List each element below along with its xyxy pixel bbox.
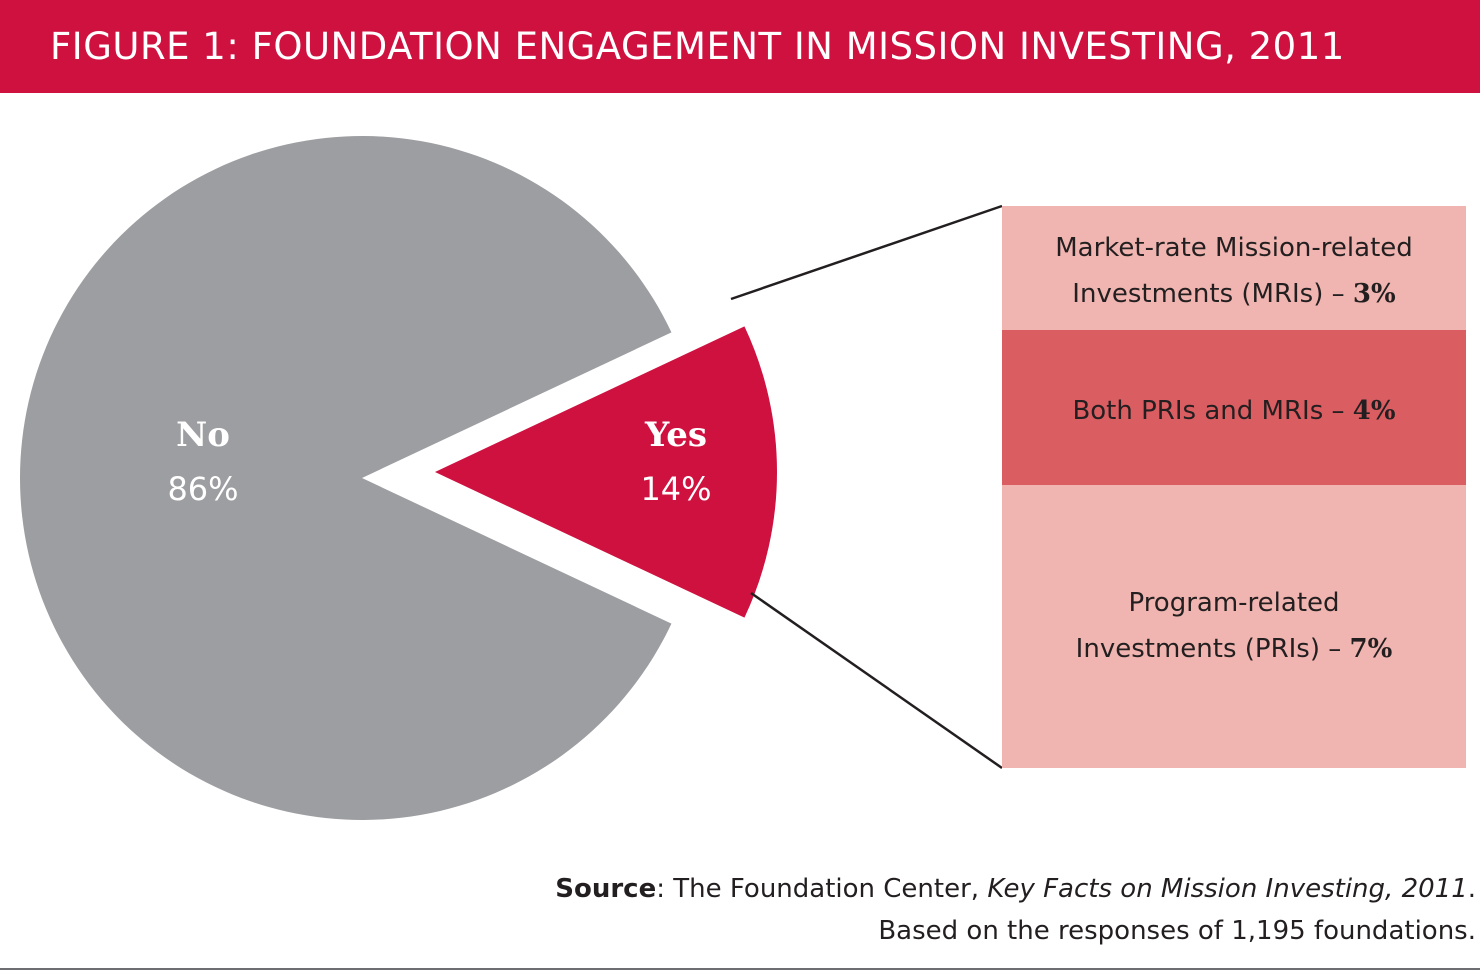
connector-lines — [730, 204, 1003, 770]
breakdown-label-pri-line1: Program-related — [1128, 588, 1339, 618]
source-key: Source — [555, 874, 657, 904]
figure-title: FIGURE 1: FOUNDATION ENGAGEMENT IN MISSI… — [0, 0, 1480, 93]
connector-line-bottom — [750, 591, 1003, 770]
breakdown-text-mri: Investments (MRIs) – — [1072, 279, 1344, 309]
breakdown-label-mri-line1: Market-rate Mission-related — [1055, 233, 1413, 263]
slice-value-yes: 14% — [640, 470, 711, 508]
source-text-before: : The Foundation Center, — [656, 874, 988, 904]
breakdown-label-mri-line2: Investments (MRIs) – 3% — [1072, 279, 1396, 309]
breakdown-text-both: Both PRIs and MRIs – — [1072, 396, 1344, 426]
source-line-2: Based on the responses of 1,195 foundati… — [878, 916, 1476, 946]
breakdown-label-both: Both PRIs and MRIs – 4% — [1072, 396, 1395, 426]
source-text-after: . — [1467, 874, 1476, 904]
breakdown-box-both — [1002, 330, 1466, 485]
pie-slice-yes — [435, 326, 777, 618]
breakdown-text-pri: Investments (PRIs) – — [1076, 634, 1342, 664]
breakdown-value-both: 4% — [1353, 396, 1396, 426]
breakdown-label-pri-line2: Investments (PRIs) – 7% — [1076, 634, 1393, 664]
breakdown-value-pri: 7% — [1350, 634, 1393, 664]
pie-group: No 86% Yes 14% — [20, 136, 777, 821]
slice-label-no: No — [176, 415, 230, 455]
pie-chart: No 86% Yes 14% Market-rate Mission-relat… — [20, 136, 1466, 821]
bottom-rule — [0, 968, 1480, 970]
breakdown-value-mri: 3% — [1353, 279, 1396, 309]
breakdown-box-mri — [1002, 206, 1466, 330]
connector-line-top — [730, 204, 1003, 301]
pie-slice-no — [20, 136, 672, 821]
slice-value-no: 86% — [167, 470, 238, 508]
source-publication: Key Facts on Mission Investing, 2011 — [987, 874, 1468, 904]
source-note: Source: The Foundation Center, Key Facts… — [176, 868, 1476, 952]
source-line-1: Source: The Foundation Center, Key Facts… — [176, 868, 1476, 910]
slice-label-yes: Yes — [644, 415, 707, 455]
breakdown-stack: Market-rate Mission-related Investments … — [1002, 206, 1466, 768]
breakdown-box-pri — [1002, 485, 1466, 768]
